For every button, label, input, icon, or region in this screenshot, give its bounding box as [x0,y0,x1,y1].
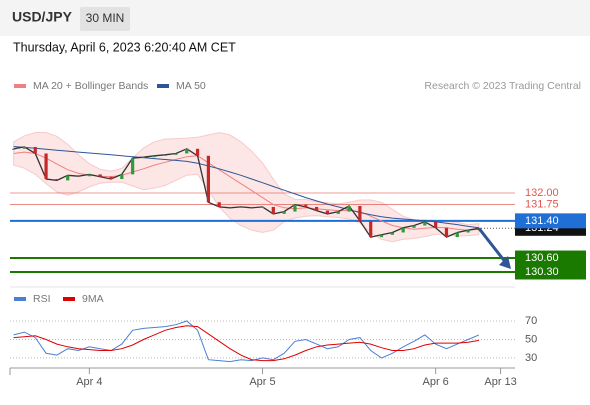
candle [163,154,167,156]
legend-label: MA 50 [176,80,206,92]
candle [379,234,384,238]
candle [271,206,275,214]
level-box [515,250,586,266]
level-label: 131.75 [525,198,559,210]
candle [152,155,156,158]
candle [109,176,113,180]
forecast-arrow [477,227,508,264]
candle [423,221,427,226]
level-box [515,213,586,229]
candle [217,202,221,207]
candle [174,153,178,155]
legend-label: 9MA [82,293,104,305]
legend-swatch [14,84,26,88]
legend-label: MA 20 + Bollinger Bands [33,80,148,92]
y-tick-label: 30 [525,352,537,364]
timestamp: Thursday, April 6, 2023 6:20:40 AM CET [13,40,236,54]
candle [98,174,102,177]
candle [55,179,59,181]
candle [228,206,232,208]
candle [33,146,37,154]
forecast-arrowhead [499,255,511,269]
candle [12,148,16,150]
candle [185,148,189,154]
candle [22,146,27,149]
candle [336,211,340,214]
candle [66,175,70,181]
candle [369,220,373,238]
candle [293,204,297,212]
level-label: 130.60 [525,252,559,264]
candle [304,204,308,207]
y-tick-label: 50 [525,333,537,345]
candle [87,174,91,177]
source: Research © 2023 Trading Central [424,80,581,92]
candle [141,157,146,159]
candle [282,211,286,214]
x-tick-label: Apr 5 [249,376,275,388]
candle [455,232,459,238]
interval-badge[interactable] [80,7,130,31]
legend-label: RSI [33,293,51,305]
legend-swatch [63,297,75,301]
symbol: USD/JPY [12,9,73,25]
candle [260,206,265,208]
level-label: 132.00 [525,187,559,199]
legend-swatch [14,297,26,301]
candle [76,175,81,177]
legend-swatch [157,84,169,88]
x-tick-label: Apr 13 [484,376,516,388]
level-box [515,264,586,280]
candle [239,206,243,208]
level-label: 130.30 [525,266,559,278]
candle [250,206,254,208]
candle [358,205,362,221]
candle [401,227,405,233]
candle [444,227,449,238]
candle [412,225,416,228]
candle [120,174,124,180]
x-tick-label: Apr 6 [422,376,448,388]
candle [44,153,48,180]
x-tick-label: Apr 4 [76,376,102,388]
candle [195,148,200,156]
candle [434,221,438,228]
interval[interactable]: 30 MIN [86,11,125,25]
price-line [13,146,480,238]
level-label: 131.40 [525,215,559,227]
y-tick-label: 70 [525,315,537,327]
candle [131,158,135,175]
candle [325,210,330,214]
series-line [13,146,479,229]
candle [466,230,470,233]
series-line [13,320,480,363]
series-line [13,151,479,231]
candle [206,155,210,203]
candle [347,205,351,212]
candle [315,206,319,211]
candle [390,232,394,235]
series-line [13,325,479,362]
